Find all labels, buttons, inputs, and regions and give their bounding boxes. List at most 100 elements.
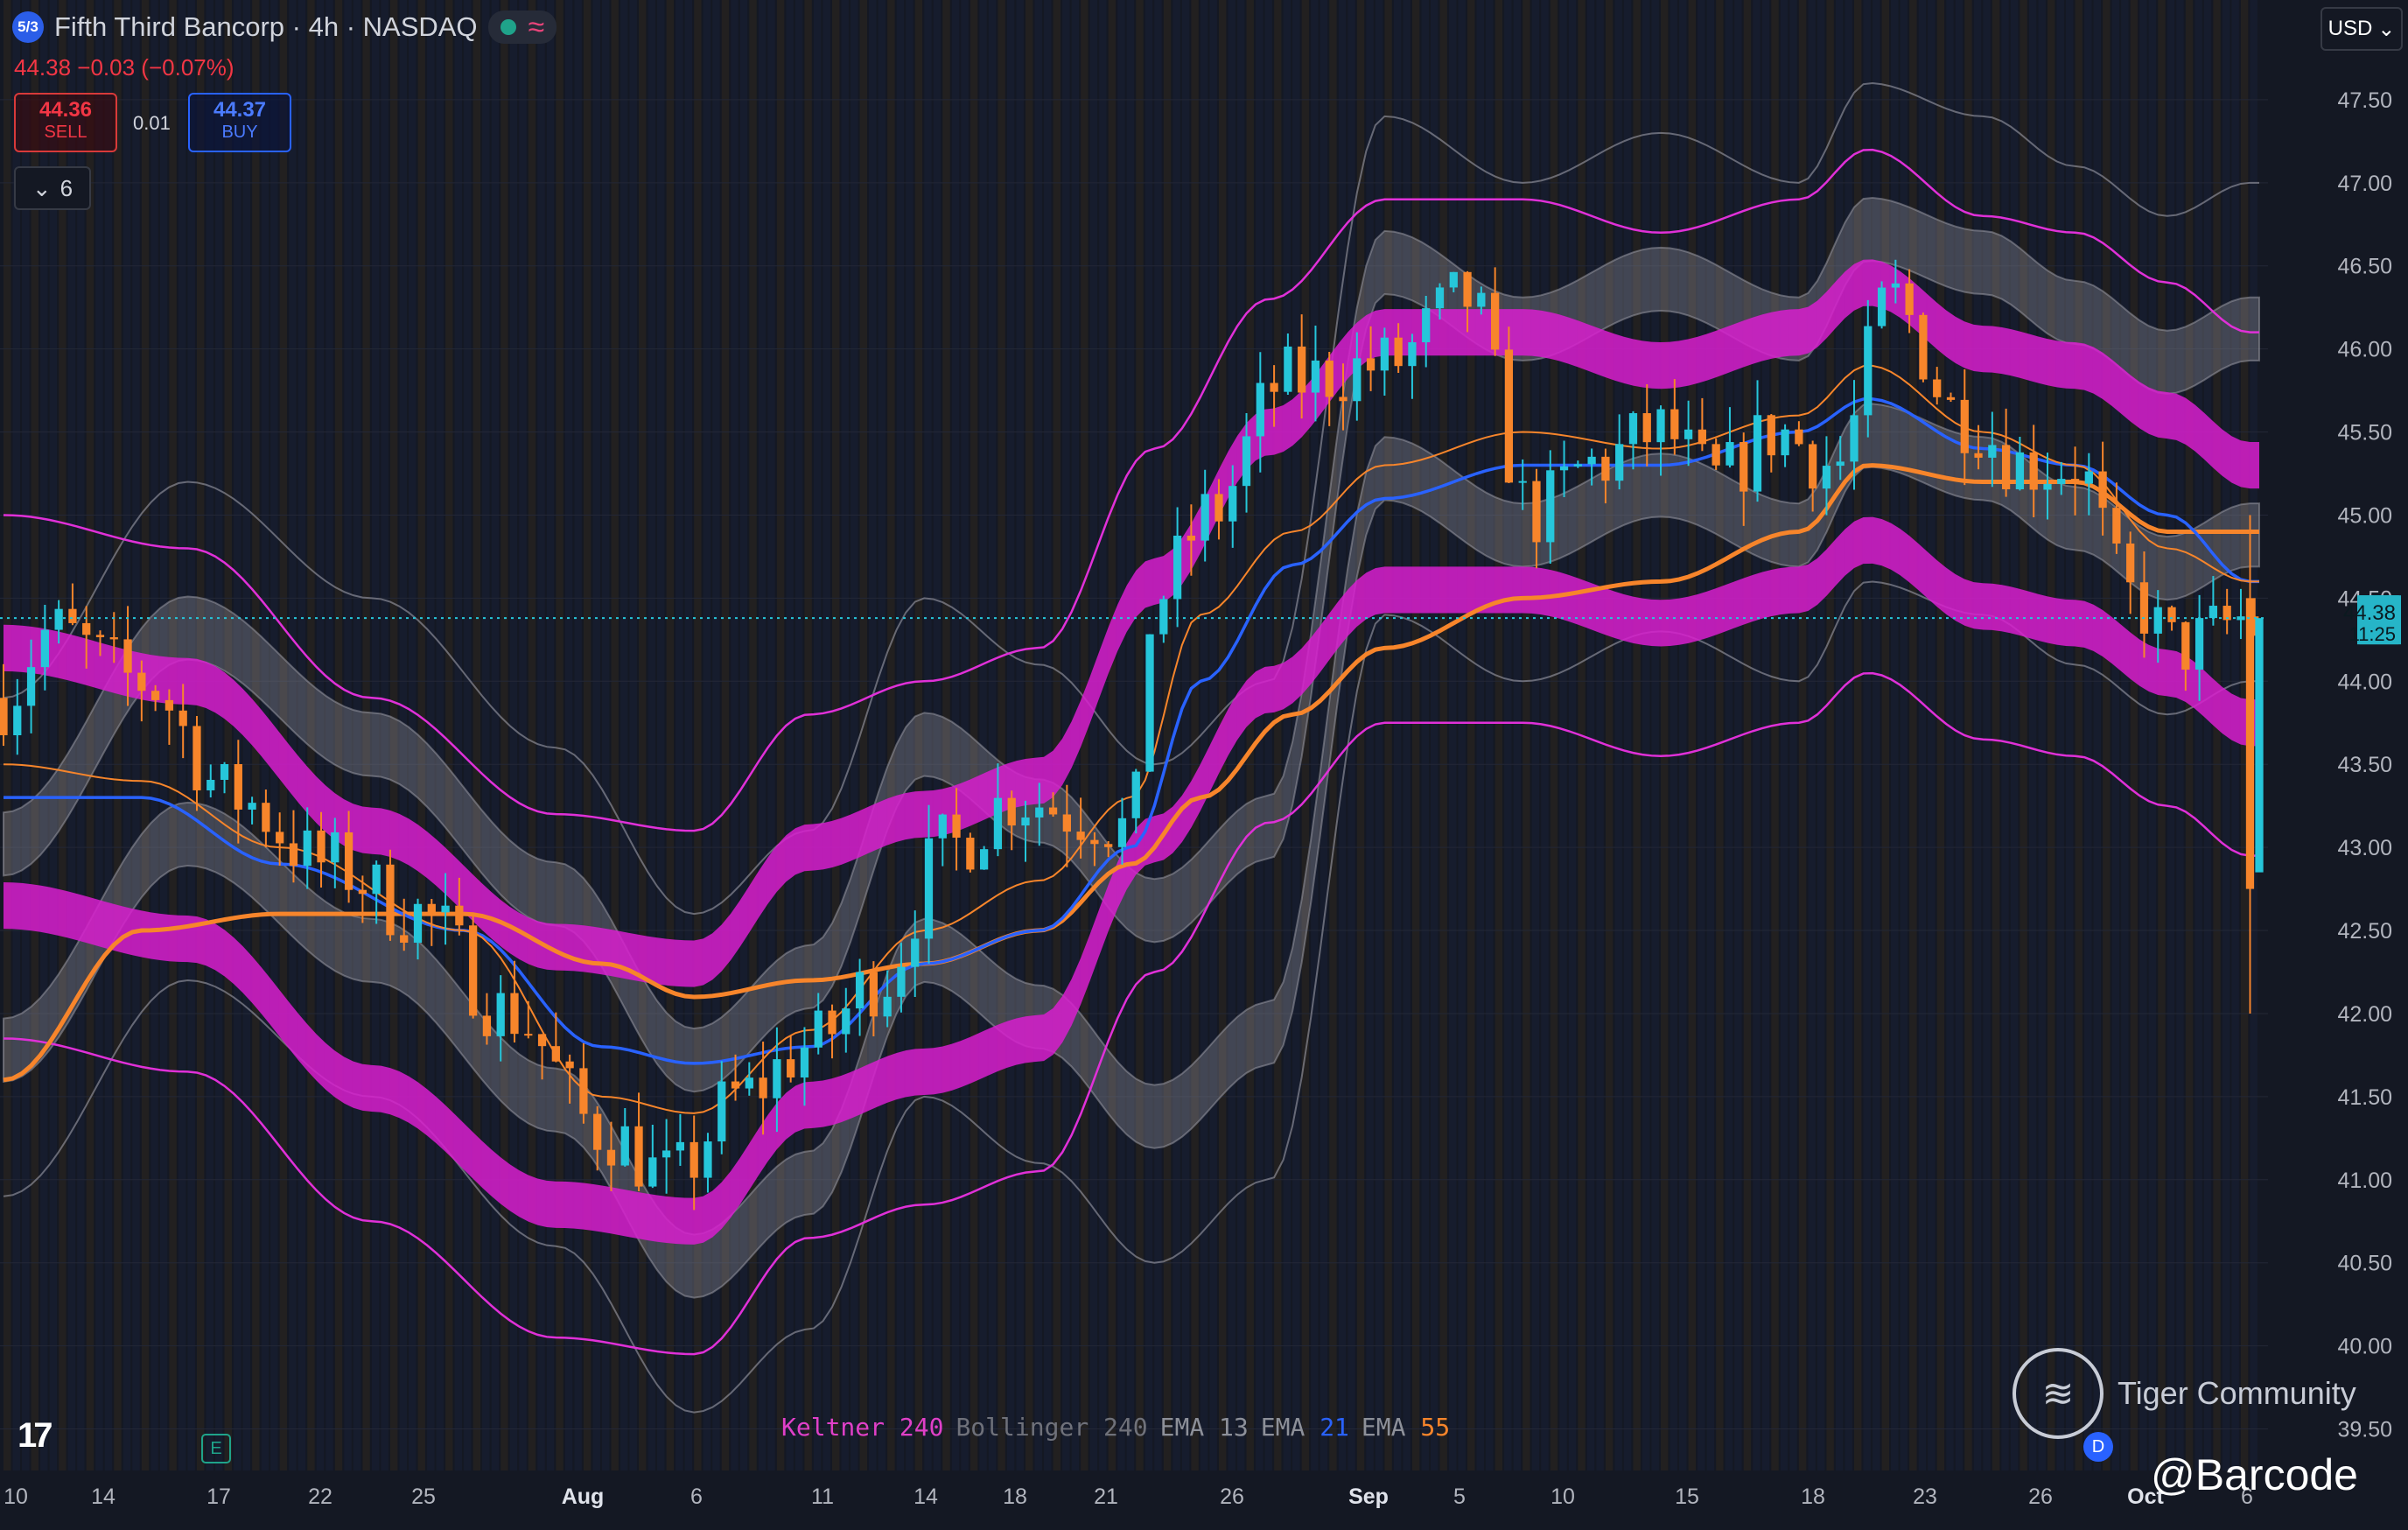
candle-body bbox=[289, 843, 298, 867]
time-tick-label: 5 bbox=[1453, 1484, 1466, 1509]
session-stripe bbox=[1449, 0, 1457, 1470]
session-stripe bbox=[40, 0, 48, 1470]
tradingview-logo[interactable]: 17 bbox=[18, 1416, 52, 1455]
session-stripe bbox=[1928, 0, 1936, 1470]
market-open-icon bbox=[500, 19, 516, 35]
candle-body bbox=[1270, 382, 1278, 392]
session-stripe bbox=[1421, 0, 1429, 1470]
price-tick-label: 41.00 bbox=[2337, 1169, 2392, 1193]
status-pill[interactable]: ≈ bbox=[487, 11, 557, 44]
session-stripe bbox=[1172, 0, 1180, 1470]
legend-bollinger[interactable]: Bollinger 240 bbox=[956, 1413, 1148, 1442]
session-stripe bbox=[1246, 0, 1254, 1470]
indicator-count: 6 bbox=[60, 174, 74, 201]
time-tick-label: 11 bbox=[811, 1484, 834, 1509]
company-logo: 5/3 bbox=[12, 11, 44, 43]
session-stripe bbox=[970, 0, 978, 1470]
session-stripe bbox=[703, 0, 711, 1470]
session-stripe bbox=[1025, 0, 1033, 1470]
legend-ema-55[interactable]: EMA 55 bbox=[1361, 1413, 1451, 1442]
candle-body bbox=[593, 1113, 602, 1150]
earnings-badge[interactable]: E bbox=[201, 1434, 231, 1463]
candle-body bbox=[1353, 358, 1362, 402]
session-stripe bbox=[1642, 0, 1650, 1470]
candle-body bbox=[1726, 442, 1734, 466]
session-stripe bbox=[1725, 0, 1733, 1470]
candle-body bbox=[1463, 271, 1472, 307]
candle-body bbox=[690, 1141, 698, 1178]
candle-body bbox=[537, 1034, 547, 1047]
session-stripe bbox=[344, 0, 352, 1470]
currency-select[interactable]: USD ⌄ bbox=[2320, 7, 2403, 51]
candle-body bbox=[1159, 599, 1168, 635]
candle-body bbox=[1172, 535, 1182, 600]
session-stripe bbox=[1973, 0, 1982, 1470]
session-stripe bbox=[77, 0, 85, 1470]
candle-body bbox=[2194, 618, 2204, 670]
session-stripe bbox=[1753, 0, 1760, 1470]
candle-body bbox=[952, 814, 961, 839]
session-stripe bbox=[12, 0, 20, 1470]
price-tick-label: 44.00 bbox=[2337, 670, 2392, 694]
buy-button[interactable]: 44.37 BUY bbox=[188, 93, 291, 152]
session-stripe bbox=[1816, 0, 1825, 1470]
session-stripe bbox=[326, 0, 333, 1470]
candle-body bbox=[358, 889, 368, 895]
last-price-box-bg bbox=[2357, 595, 2401, 645]
session-stripe bbox=[334, 0, 343, 1470]
candle-body bbox=[1394, 337, 1403, 367]
candle-body bbox=[386, 864, 395, 936]
candle-body bbox=[1021, 817, 1030, 826]
session-stripe bbox=[95, 0, 103, 1470]
session-stripe bbox=[786, 0, 794, 1470]
session-stripe bbox=[657, 0, 665, 1470]
candle-body bbox=[95, 635, 105, 638]
session-stripe bbox=[1366, 0, 1374, 1470]
indicator-legend: Keltner 240 Bollinger 240 EMA 13 EMA 21 … bbox=[781, 1413, 1450, 1442]
legend-keltner[interactable]: Keltner 240 bbox=[781, 1413, 944, 1442]
candle-body bbox=[455, 905, 464, 926]
candle-body bbox=[800, 1047, 809, 1078]
candle-body bbox=[164, 699, 174, 711]
candle-body bbox=[1864, 326, 1872, 416]
ema-55-line bbox=[3, 463, 2259, 1083]
time-tick-label: Aug bbox=[562, 1484, 605, 1509]
session-stripe bbox=[1356, 0, 1365, 1470]
session-stripe bbox=[2066, 0, 2074, 1470]
session-stripe bbox=[841, 0, 849, 1470]
session-stripe bbox=[1881, 0, 1889, 1470]
candle-body bbox=[1007, 797, 1016, 826]
session-stripe bbox=[122, 0, 131, 1470]
symbol-title[interactable]: Fifth Third Bancorp · 4h · NASDAQ bbox=[54, 11, 478, 42]
session-stripe bbox=[22, 0, 30, 1470]
session-stripe bbox=[206, 0, 214, 1470]
candle-body bbox=[1532, 481, 1541, 543]
price-tick-label: 40.50 bbox=[2337, 1252, 2392, 1276]
ema-21-line bbox=[4, 397, 2259, 1065]
legend-ema-21[interactable]: EMA 21 bbox=[1260, 1413, 1349, 1442]
session-stripe bbox=[574, 0, 582, 1470]
buy-price: 44.37 bbox=[213, 98, 267, 122]
candle-body bbox=[400, 935, 409, 944]
sell-button[interactable]: 44.36 SELL bbox=[14, 93, 117, 152]
legend-ema-13[interactable]: EMA 13 bbox=[1159, 1413, 1249, 1442]
session-stripe bbox=[1274, 0, 1282, 1470]
bar-countdown: 11:25 bbox=[2349, 623, 2396, 645]
candle-body bbox=[676, 1141, 685, 1151]
time-tick-label: 10 bbox=[1550, 1484, 1575, 1509]
indicators-toggle[interactable]: ⌄ 6 bbox=[14, 166, 91, 210]
candle-body bbox=[1836, 461, 1844, 467]
candle-body bbox=[2043, 483, 2052, 490]
candle-body bbox=[1477, 292, 1486, 307]
candle-body bbox=[524, 1034, 533, 1036]
watermark: ≋ Tiger Community bbox=[2012, 1348, 2356, 1439]
dividend-badge[interactable]: D bbox=[2083, 1432, 2113, 1462]
session-stripe bbox=[86, 0, 94, 1470]
session-stripe bbox=[1679, 0, 1687, 1470]
sell-label: SELL bbox=[44, 123, 88, 142]
candle-body bbox=[924, 838, 934, 939]
session-stripe bbox=[141, 0, 150, 1470]
candle-body bbox=[1298, 346, 1306, 393]
candle-body bbox=[980, 849, 989, 870]
